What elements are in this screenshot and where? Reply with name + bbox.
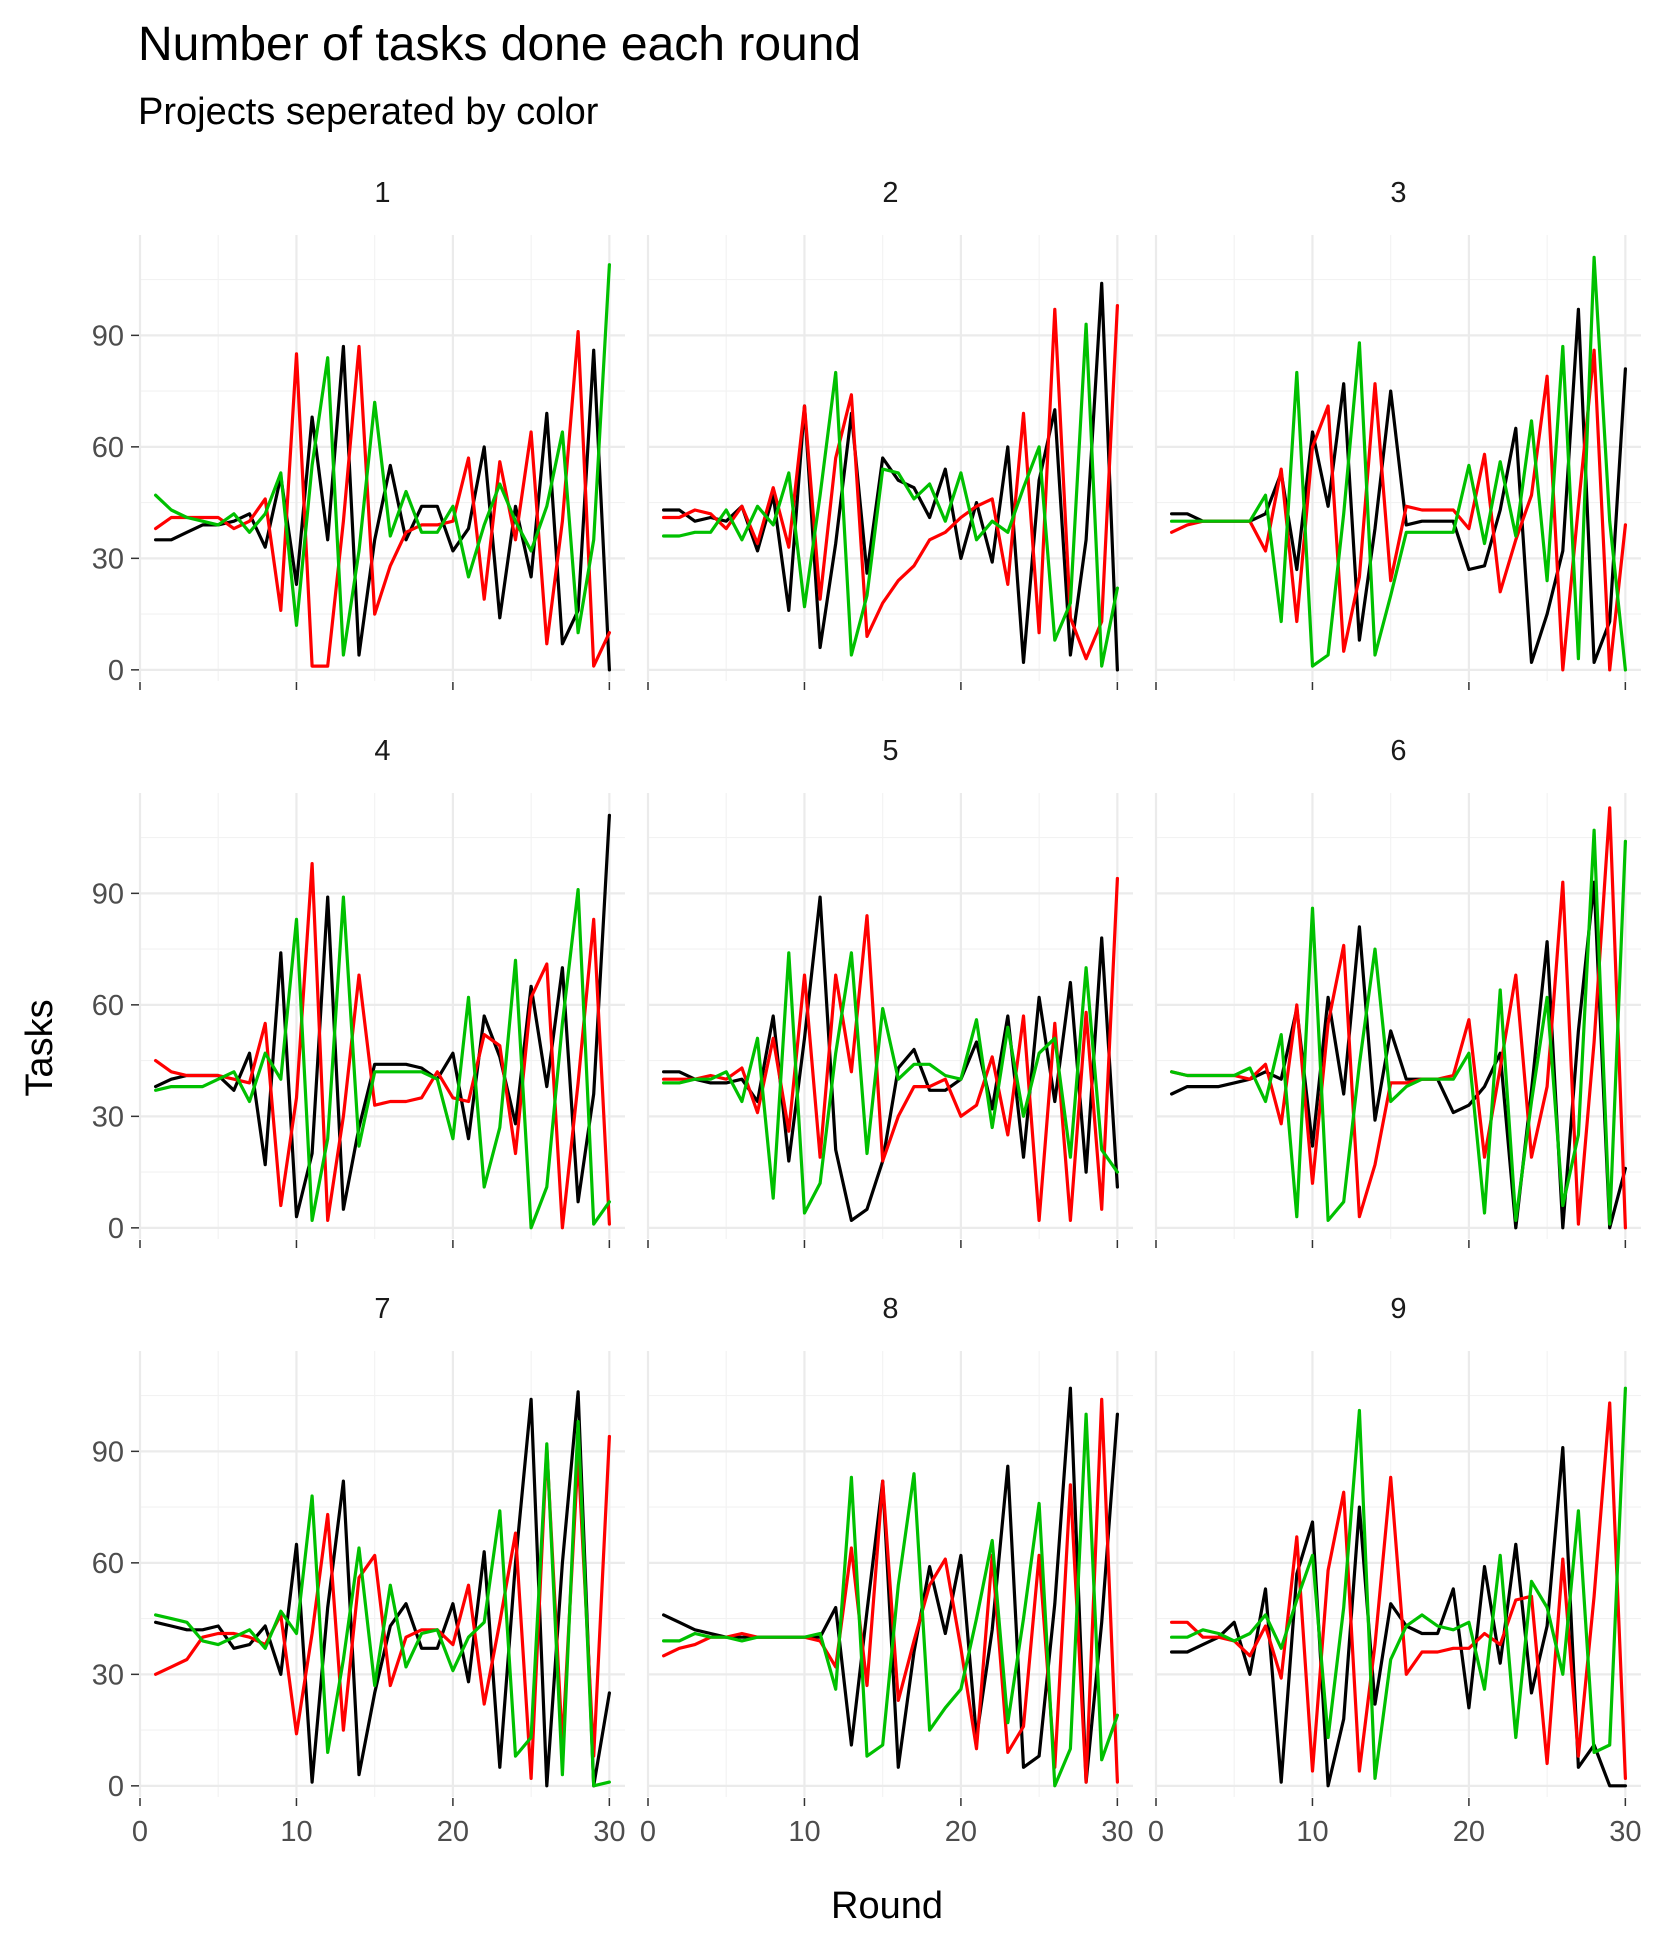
facet-strip-label: 3 bbox=[1390, 177, 1406, 209]
x-tick-label: 10 bbox=[1296, 1816, 1328, 1848]
series-line-1 bbox=[661, 895, 1120, 1223]
facet-panel-6: 6 bbox=[1154, 735, 1641, 1248]
facet-panel-2: 2 bbox=[646, 177, 1133, 690]
y-axis-title: Tasks bbox=[19, 999, 61, 1096]
chart-title: Number of tasks done each round bbox=[138, 18, 861, 71]
facet-panel-1: 1 0 30 60 90 bbox=[92, 177, 625, 690]
x-tick-label: 0 bbox=[132, 1816, 148, 1848]
x-tick-label: 10 bbox=[280, 1816, 312, 1848]
series-line-3 bbox=[1169, 255, 1628, 672]
series-line-2 bbox=[1169, 806, 1628, 1230]
y-tick-label: 60 bbox=[92, 1548, 124, 1580]
chart-subtitle: Projects seperated by color bbox=[138, 91, 599, 133]
y-tick-label: 90 bbox=[92, 878, 124, 910]
y-tick-label: 90 bbox=[92, 1436, 124, 1468]
series-line-1 bbox=[1169, 307, 1628, 665]
y-tick-label: 0 bbox=[108, 655, 124, 687]
facet-panel-8: 8 0 10 20 30 bbox=[640, 1293, 1134, 1848]
series-line-2 bbox=[154, 330, 612, 668]
series-line-1 bbox=[661, 1386, 1120, 1784]
series-line-2 bbox=[661, 1397, 1120, 1784]
series-line-3 bbox=[154, 1419, 612, 1788]
y-tick-label: 0 bbox=[108, 1771, 124, 1803]
facet-panel-9: 9 0 10 20 30 bbox=[1148, 1293, 1642, 1848]
facet-strip-label: 5 bbox=[882, 735, 898, 767]
series-line-1 bbox=[154, 1390, 612, 1788]
y-tick-label: 60 bbox=[92, 990, 124, 1022]
facet-panel-3: 3 bbox=[1154, 177, 1641, 690]
series-line-2 bbox=[661, 304, 1120, 661]
series-line-3 bbox=[154, 263, 612, 657]
facet-panel-7: 7 0 30 60 90 0 10 20 30 bbox=[92, 1293, 626, 1848]
series-line-3 bbox=[1169, 828, 1628, 1226]
series-line-3 bbox=[661, 951, 1120, 1215]
series-line-3 bbox=[1169, 1386, 1628, 1781]
facet-panel-4: 4 0 30 60 90 bbox=[92, 735, 625, 1248]
x-tick-label: 0 bbox=[1148, 1816, 1164, 1848]
x-tick-label: 20 bbox=[437, 1816, 469, 1848]
facet-strip-label: 2 bbox=[882, 177, 898, 209]
series-line-2 bbox=[1169, 348, 1628, 672]
facet-strip-label: 6 bbox=[1390, 735, 1406, 767]
series-line-3 bbox=[661, 1412, 1120, 1788]
series-line-2 bbox=[154, 1434, 612, 1781]
x-tick-label: 20 bbox=[945, 1816, 977, 1848]
facet-strip-label: 8 bbox=[882, 1293, 898, 1325]
series-line-3 bbox=[661, 322, 1120, 668]
series-line-1 bbox=[661, 281, 1120, 672]
y-tick-label: 0 bbox=[108, 1213, 124, 1245]
facet-strip-label: 7 bbox=[374, 1293, 390, 1325]
y-tick-label: 60 bbox=[92, 432, 124, 464]
series-line-1 bbox=[154, 344, 612, 672]
x-tick-label: 20 bbox=[1453, 1816, 1485, 1848]
series-line-1 bbox=[1169, 1445, 1628, 1788]
facet-panel-5: 5 bbox=[646, 735, 1133, 1248]
x-tick-label: 0 bbox=[640, 1816, 656, 1848]
series-line-2 bbox=[661, 876, 1120, 1223]
y-tick-label: 90 bbox=[92, 320, 124, 352]
y-tick-label: 30 bbox=[92, 1659, 124, 1691]
series-line-2 bbox=[154, 861, 612, 1230]
y-tick-label: 30 bbox=[92, 543, 124, 575]
y-tick-label: 30 bbox=[92, 1101, 124, 1133]
series-line-3 bbox=[154, 887, 612, 1230]
facet-strip-label: 4 bbox=[374, 735, 390, 767]
series-line-1 bbox=[154, 813, 612, 1219]
facet-strip-label: 1 bbox=[374, 177, 390, 209]
x-tick-label: 10 bbox=[788, 1816, 820, 1848]
x-tick-label: 30 bbox=[1609, 1816, 1641, 1848]
series-line-2 bbox=[1169, 1401, 1628, 1781]
x-tick-label: 30 bbox=[1101, 1816, 1133, 1848]
x-axis-title: Round bbox=[831, 1885, 943, 1927]
x-tick-label: 30 bbox=[593, 1816, 625, 1848]
facet-strip-label: 9 bbox=[1390, 1293, 1406, 1325]
